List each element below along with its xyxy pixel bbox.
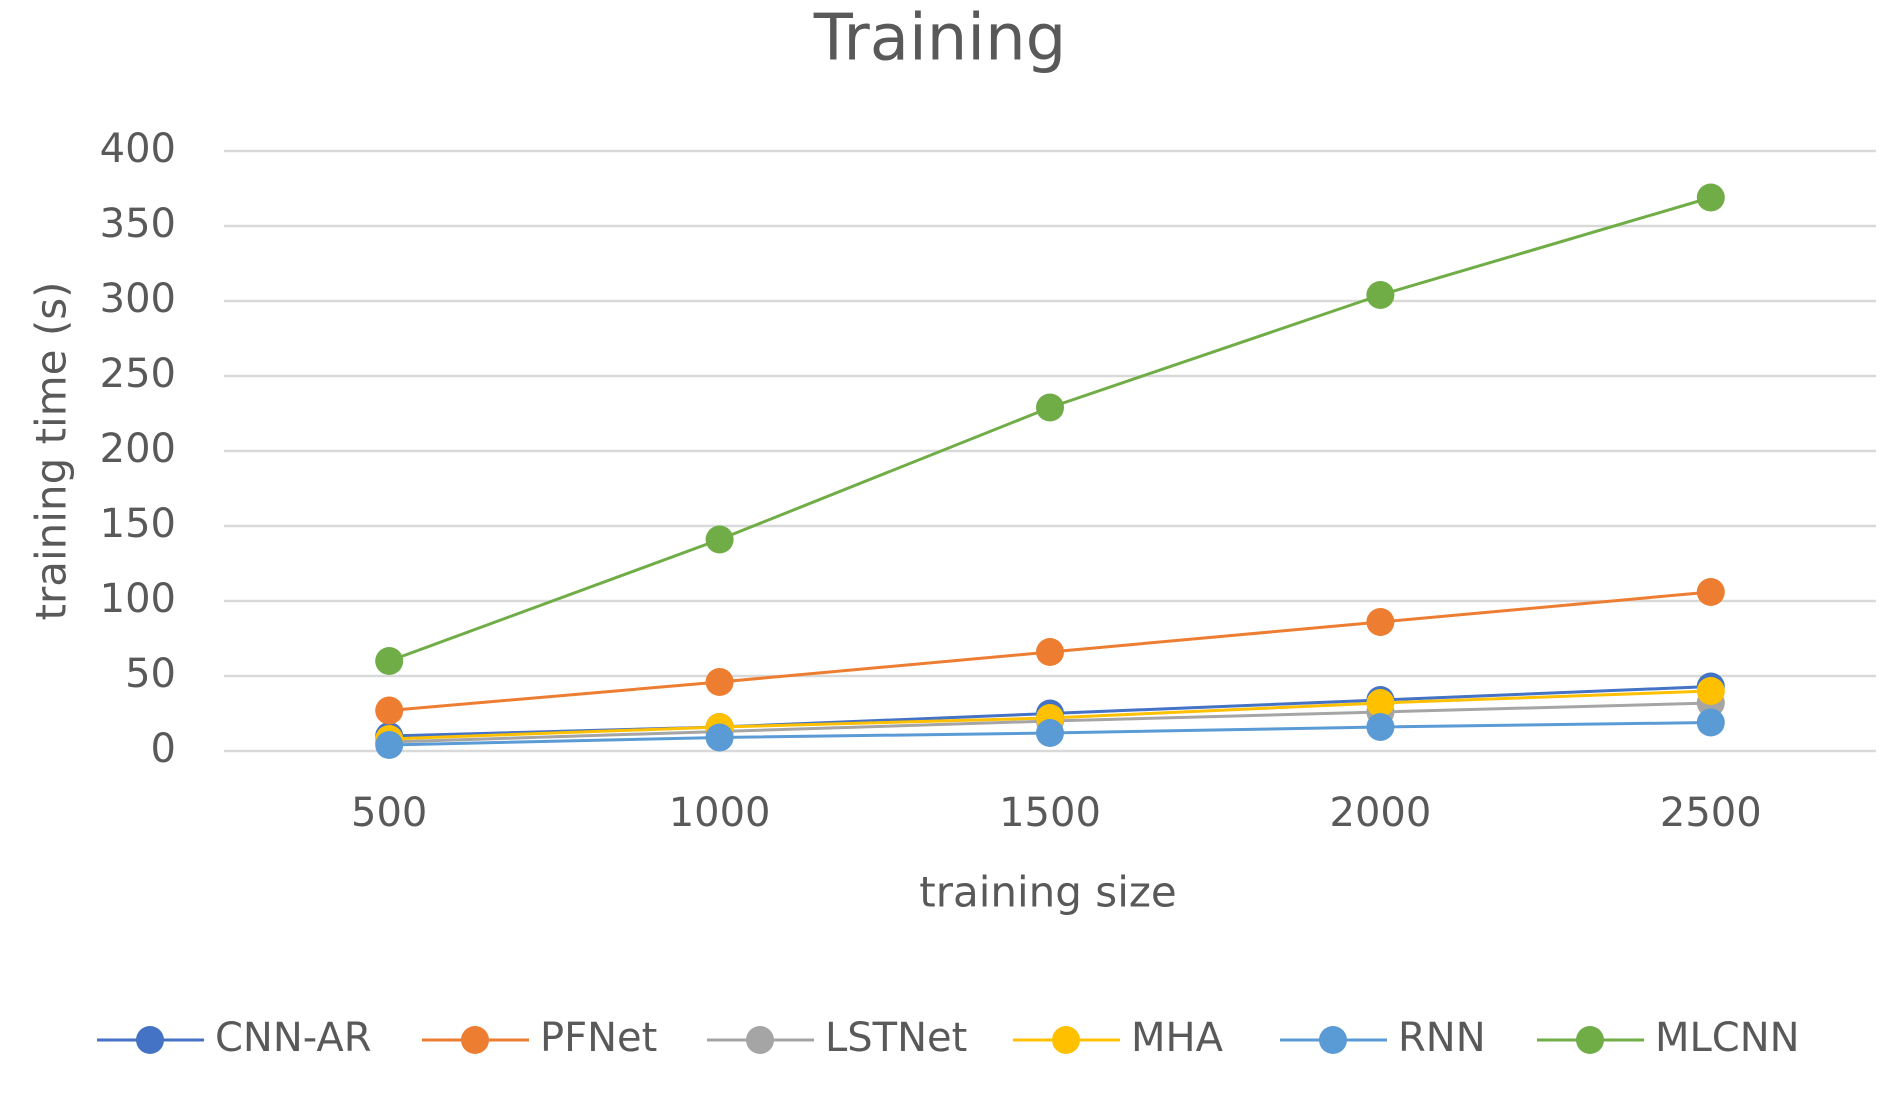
legend-label: PFNet	[540, 1015, 657, 1061]
x-tick-label: 500	[351, 790, 427, 836]
data-point	[375, 696, 404, 725]
data-point	[1696, 677, 1725, 705]
y-tick-label: 100	[100, 576, 176, 622]
x-tick-label: 1500	[999, 790, 1101, 836]
data-point	[1036, 719, 1064, 747]
x-tick-label: 2500	[1660, 790, 1762, 836]
data-point	[1366, 608, 1395, 636]
legend-marker	[1052, 1026, 1080, 1054]
y-tick-label: 300	[100, 276, 176, 322]
legend-marker	[1319, 1026, 1347, 1054]
data-point	[1366, 713, 1395, 741]
legend-marker	[746, 1026, 774, 1054]
data-point	[375, 647, 404, 675]
legend-label: LSTNet	[825, 1015, 967, 1061]
legend-marker	[1576, 1026, 1604, 1054]
x-axis-title: training size	[919, 868, 1177, 917]
y-tick-label: 400	[100, 126, 176, 172]
legend-label: CNN-AR	[215, 1015, 371, 1061]
data-point	[1366, 281, 1395, 309]
legend-label: RNN	[1398, 1015, 1486, 1061]
legend-label: MHA	[1131, 1015, 1224, 1061]
legend-marker	[461, 1026, 489, 1054]
data-point	[705, 723, 734, 752]
y-tick-label: 350	[100, 201, 176, 247]
y-axis-title: training time (s)	[27, 282, 76, 621]
data-point	[1366, 689, 1395, 717]
y-tick-label: 200	[100, 426, 176, 472]
data-point	[375, 731, 404, 759]
legend-marker	[136, 1026, 164, 1054]
data-point	[1696, 578, 1725, 606]
legend-label: MLCNN	[1655, 1015, 1800, 1061]
data-point	[705, 525, 734, 554]
x-tick-label: 1000	[669, 790, 771, 836]
y-tick-label: 0	[151, 726, 176, 772]
data-point	[1036, 638, 1064, 666]
data-point	[1696, 708, 1725, 737]
y-tick-label: 250	[100, 351, 176, 397]
data-point	[1696, 183, 1725, 212]
data-point	[705, 668, 734, 696]
series-line	[388, 196, 1712, 663]
data-point	[1036, 393, 1064, 422]
chart-title: Training	[813, 2, 1067, 76]
y-tick-label: 50	[125, 651, 176, 697]
x-tick-label: 2000	[1330, 790, 1432, 836]
y-tick-label: 150	[100, 501, 176, 547]
